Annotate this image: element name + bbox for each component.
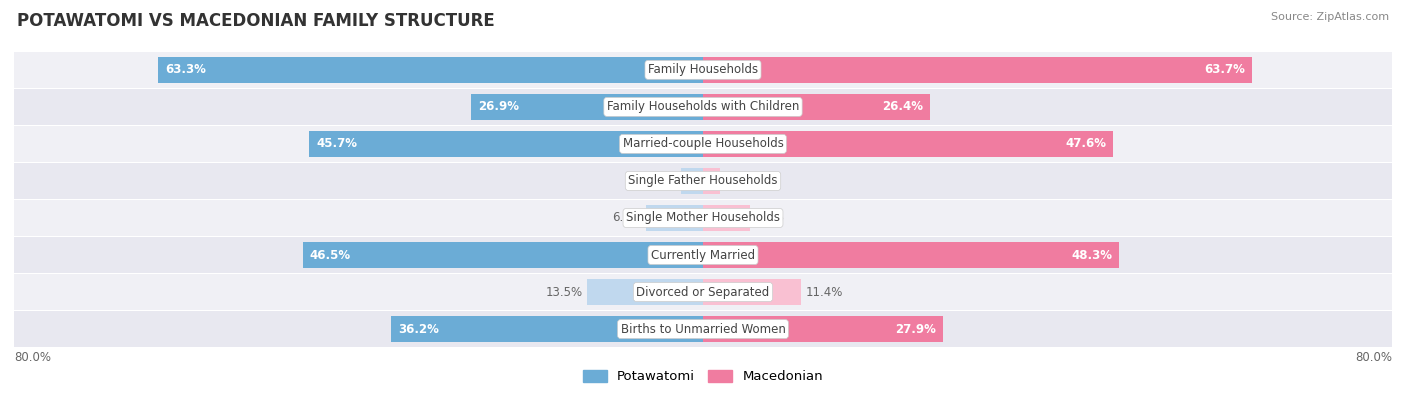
Bar	[682, 167, 703, 194]
Legend: Potawatomi, Macedonian: Potawatomi, Macedonian	[578, 365, 828, 388]
Bar	[309, 131, 703, 157]
Text: 11.4%: 11.4%	[806, 286, 842, 299]
Bar	[302, 242, 703, 268]
Text: 80.0%: 80.0%	[14, 351, 51, 363]
Text: Births to Unmarried Women: Births to Unmarried Women	[620, 323, 786, 336]
Text: Currently Married: Currently Married	[651, 248, 755, 261]
Bar	[703, 131, 1114, 157]
Text: 5.4%: 5.4%	[754, 211, 783, 224]
Text: 80.0%: 80.0%	[1355, 351, 1392, 363]
Bar	[14, 200, 1392, 236]
Bar	[703, 316, 943, 342]
Bar	[703, 167, 720, 194]
Text: 13.5%: 13.5%	[546, 286, 582, 299]
Text: 63.7%: 63.7%	[1204, 63, 1244, 76]
Bar	[14, 89, 1392, 125]
Text: Source: ZipAtlas.com: Source: ZipAtlas.com	[1271, 12, 1389, 22]
Text: 2.0%: 2.0%	[724, 175, 754, 188]
Text: Married-couple Households: Married-couple Households	[623, 137, 783, 150]
Bar	[391, 316, 703, 342]
Text: 47.6%: 47.6%	[1064, 137, 1107, 150]
Text: 36.2%: 36.2%	[398, 323, 439, 336]
Text: 26.9%: 26.9%	[478, 100, 519, 113]
Bar	[703, 205, 749, 231]
Text: Divorced or Separated: Divorced or Separated	[637, 286, 769, 299]
Text: 6.6%: 6.6%	[612, 211, 643, 224]
Text: 26.4%: 26.4%	[883, 100, 924, 113]
Bar	[471, 94, 703, 120]
Bar	[647, 205, 703, 231]
Bar	[14, 163, 1392, 199]
Bar	[703, 94, 931, 120]
Bar	[703, 56, 1251, 83]
Bar	[14, 126, 1392, 162]
Text: 46.5%: 46.5%	[309, 248, 350, 261]
Bar	[14, 52, 1392, 88]
Text: 2.5%: 2.5%	[647, 175, 678, 188]
Text: Family Households with Children: Family Households with Children	[607, 100, 799, 113]
Text: Family Households: Family Households	[648, 63, 758, 76]
Bar	[586, 279, 703, 305]
Bar	[14, 274, 1392, 310]
Text: 63.3%: 63.3%	[165, 63, 205, 76]
Text: 48.3%: 48.3%	[1071, 248, 1112, 261]
Bar	[14, 311, 1392, 347]
Text: 27.9%: 27.9%	[896, 323, 936, 336]
Bar	[14, 237, 1392, 273]
Bar	[703, 242, 1119, 268]
Bar	[157, 56, 703, 83]
Text: Single Mother Households: Single Mother Households	[626, 211, 780, 224]
Text: Single Father Households: Single Father Households	[628, 175, 778, 188]
Text: POTAWATOMI VS MACEDONIAN FAMILY STRUCTURE: POTAWATOMI VS MACEDONIAN FAMILY STRUCTUR…	[17, 12, 495, 30]
Text: 45.7%: 45.7%	[316, 137, 357, 150]
Bar	[703, 279, 801, 305]
